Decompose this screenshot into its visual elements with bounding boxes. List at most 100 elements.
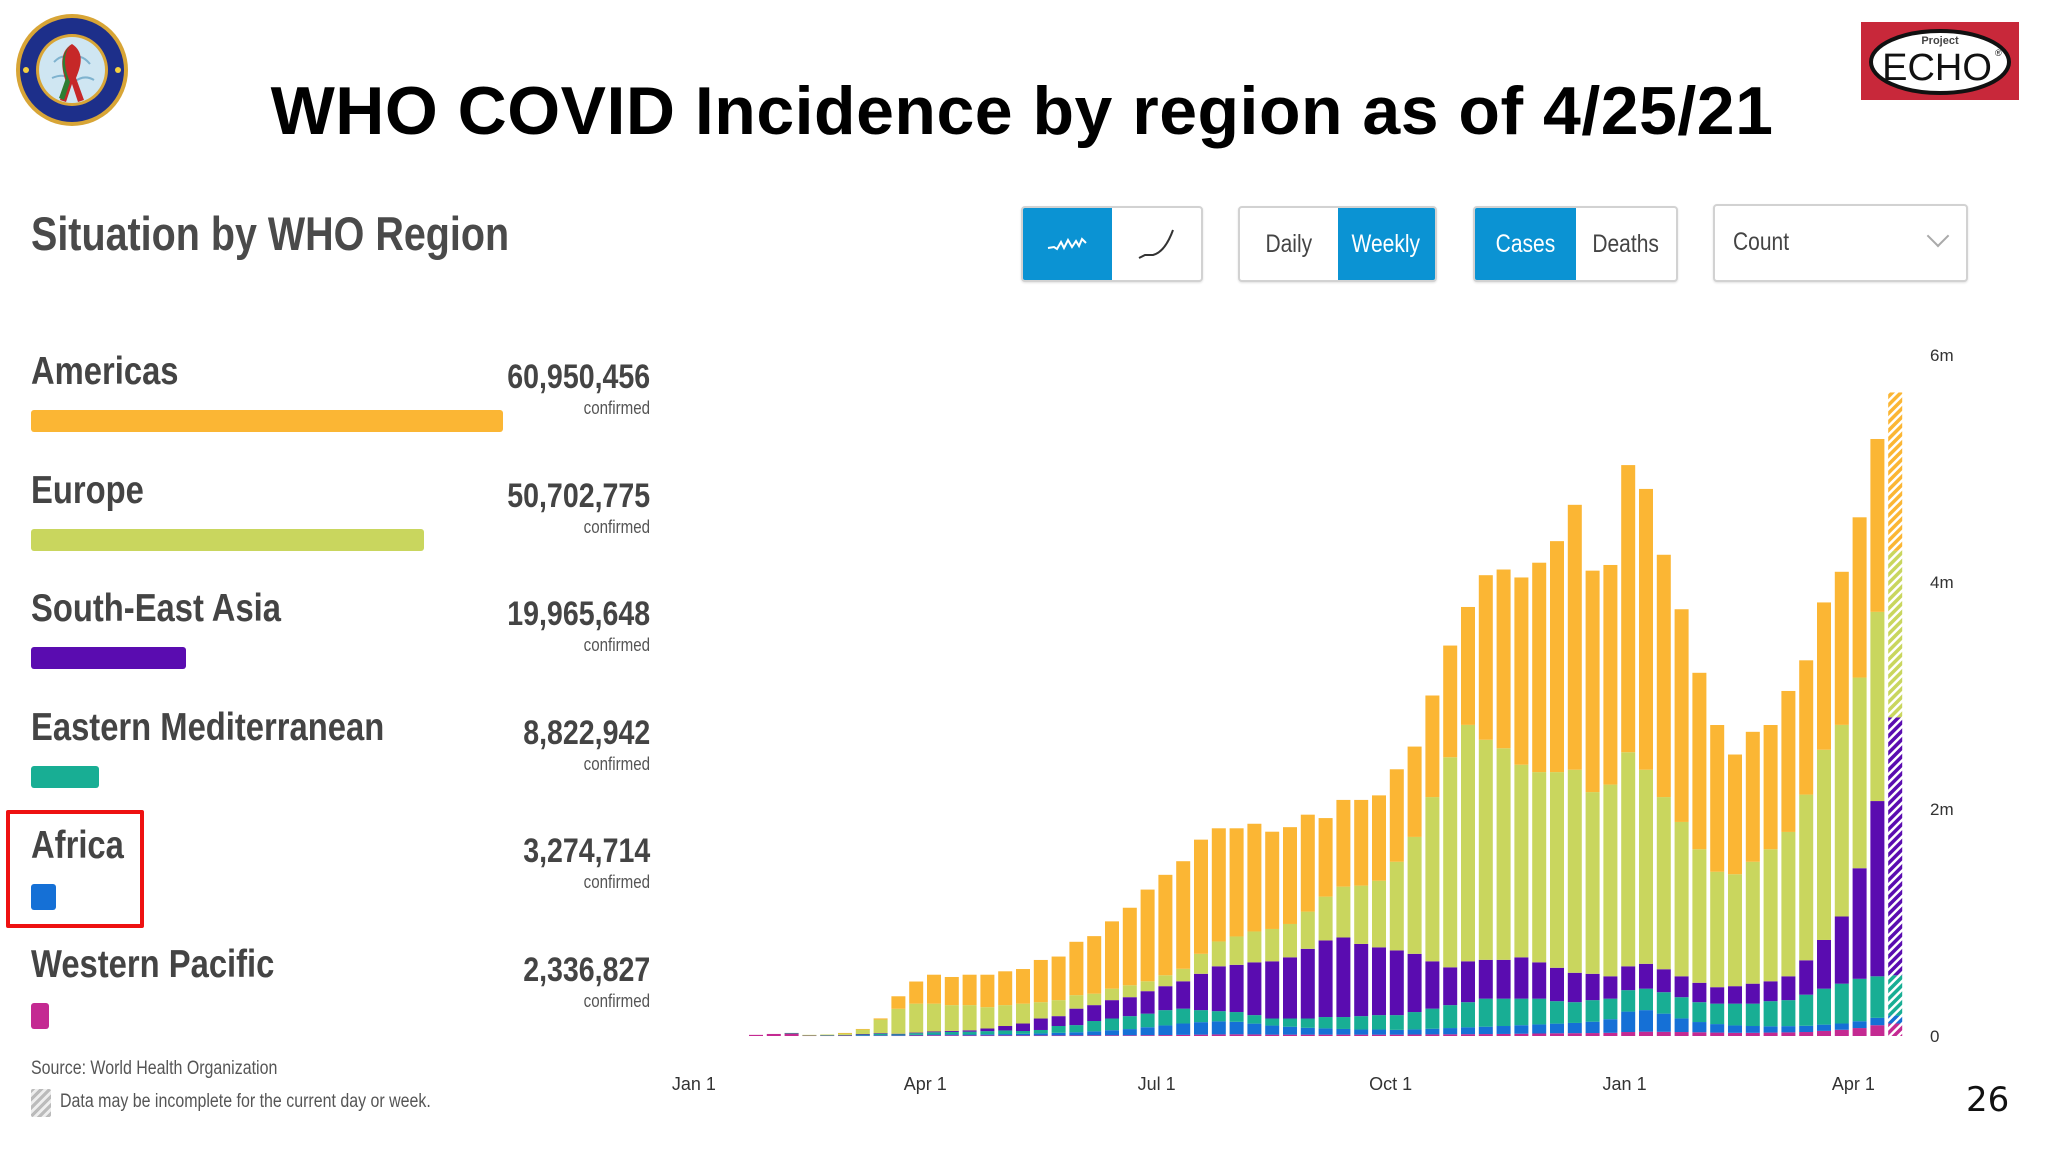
bar-segment-africa[interactable] xyxy=(1852,1021,1867,1029)
bar-segment-south-east-asia[interactable] xyxy=(1603,976,1618,999)
bar-segment-americas[interactable] xyxy=(1211,828,1226,942)
bar-segment-americas[interactable] xyxy=(838,1032,852,1034)
region-row-south-east-asia[interactable]: South-East Asia 19,965,648 confirmed xyxy=(0,587,660,705)
weekly-incidence-mode-button[interactable] xyxy=(1023,208,1112,280)
bar-segment-europe[interactable] xyxy=(855,1029,870,1035)
bar-segment-eastern-mediterranean[interactable] xyxy=(1550,1001,1564,1024)
bar-segment-eastern-mediterranean[interactable] xyxy=(784,1032,799,1034)
bar-segment-south-east-asia[interactable] xyxy=(980,1028,995,1032)
bar-segment-europe[interactable] xyxy=(1194,953,1208,974)
bar-segment-americas[interactable] xyxy=(1354,799,1369,886)
bar-segment-western-pacific[interactable] xyxy=(909,1035,924,1037)
bar-segment-africa[interactable] xyxy=(1318,1028,1333,1035)
bar-segment-americas[interactable] xyxy=(1567,504,1582,770)
bar-segment-western-pacific[interactable] xyxy=(766,1033,781,1036)
bar-segment-americas[interactable] xyxy=(1051,956,1066,1001)
bar-segment-europe[interactable] xyxy=(1478,739,1493,960)
bar-segment-europe[interactable] xyxy=(1870,611,1885,802)
bar-segment-africa[interactable] xyxy=(1194,1022,1208,1035)
bar-segment-south-east-asia[interactable] xyxy=(1372,947,1386,1016)
bar-segment-eastern-mediterranean[interactable] xyxy=(1834,983,1849,1024)
bar-segment-europe[interactable] xyxy=(1639,769,1653,964)
bar-segment-eastern-mediterranean[interactable] xyxy=(820,1035,835,1036)
bar-segment-europe[interactable] xyxy=(944,1005,959,1031)
bar-segment-south-east-asia[interactable] xyxy=(1567,972,1582,1003)
bar-segment-americas[interactable] xyxy=(1603,564,1618,785)
bar-segment-eastern-mediterranean[interactable] xyxy=(1799,994,1814,1026)
bar-segment-americas[interactable] xyxy=(1799,660,1814,795)
bar-segment-south-east-asia[interactable] xyxy=(1105,1000,1119,1019)
bar-segment-eastern-mediterranean[interactable] xyxy=(1745,1003,1760,1027)
bar-segment-africa[interactable] xyxy=(1799,1025,1814,1033)
bar-segment-eastern-mediterranean[interactable] xyxy=(1656,992,1671,1014)
bar-segment-europe[interactable] xyxy=(1176,968,1191,982)
bar-segment-europe[interactable] xyxy=(1603,784,1618,977)
bar-segment-europe[interactable] xyxy=(1300,911,1315,949)
bar-segment-americas[interactable] xyxy=(1247,823,1262,932)
bar-segment-south-east-asia[interactable] xyxy=(1674,976,1689,998)
bar-segment-europe[interactable] xyxy=(1372,880,1386,948)
bar-segment-eastern-mediterranean[interactable] xyxy=(1852,978,1867,1022)
bar-segment-western-pacific[interactable] xyxy=(1122,1035,1137,1036)
bar-segment-eastern-mediterranean[interactable] xyxy=(1318,1017,1333,1029)
bar-segment-americas[interactable] xyxy=(1888,392,1903,551)
bar-segment-western-pacific[interactable] xyxy=(1478,1034,1493,1036)
bar-segment-africa[interactable] xyxy=(1247,1023,1262,1035)
bar-segment-americas[interactable] xyxy=(1176,861,1191,969)
bar-segment-europe[interactable] xyxy=(1105,988,1119,1001)
bar-segment-eastern-mediterranean[interactable] xyxy=(891,1034,906,1036)
bar-segment-africa[interactable] xyxy=(1710,1024,1725,1033)
bar-segment-americas[interactable] xyxy=(909,981,924,1004)
bar-segment-eastern-mediterranean[interactable] xyxy=(1478,998,1493,1027)
bar-segment-europe[interactable] xyxy=(1621,752,1636,967)
bar-segment-western-pacific[interactable] xyxy=(927,1035,941,1036)
bar-segment-europe[interactable] xyxy=(909,1003,924,1033)
bar-segment-western-pacific[interactable] xyxy=(1585,1033,1600,1036)
cases-button[interactable]: Cases xyxy=(1475,208,1576,280)
bar-segment-africa[interactable] xyxy=(1478,1026,1493,1035)
bar-segment-americas[interactable] xyxy=(1514,577,1529,765)
bar-segment-south-east-asia[interactable] xyxy=(1621,966,1636,991)
bar-segment-western-pacific[interactable] xyxy=(1211,1034,1226,1036)
bar-segment-south-east-asia[interactable] xyxy=(1781,976,1796,1001)
bar-segment-western-pacific[interactable] xyxy=(1372,1034,1386,1036)
bar-segment-europe[interactable] xyxy=(1817,749,1831,940)
bar-segment-americas[interactable] xyxy=(1194,839,1208,954)
bar-segment-africa[interactable] xyxy=(1603,1019,1618,1033)
bar-segment-americas[interactable] xyxy=(1265,831,1280,929)
bar-segment-europe[interactable] xyxy=(1852,677,1867,869)
bar-segment-americas[interactable] xyxy=(1105,921,1119,989)
bar-segment-western-pacific[interactable] xyxy=(1158,1035,1173,1036)
bar-segment-eastern-mediterranean[interactable] xyxy=(1496,998,1511,1027)
bar-segment-eastern-mediterranean[interactable] xyxy=(1051,1026,1066,1033)
bar-segment-europe[interactable] xyxy=(1140,981,1155,992)
bar-segment-western-pacific[interactable] xyxy=(1087,1035,1102,1036)
bar-segment-eastern-mediterranean[interactable] xyxy=(1122,1016,1137,1030)
bar-segment-americas[interactable] xyxy=(1069,941,1084,996)
bar-segment-americas[interactable] xyxy=(1781,690,1796,832)
bar-segment-western-pacific[interactable] xyxy=(1781,1032,1796,1036)
bar-segment-europe[interactable] xyxy=(962,1005,977,1031)
bar-segment-africa[interactable] xyxy=(1229,1021,1244,1035)
bar-segment-south-east-asia[interactable] xyxy=(855,1034,870,1035)
bar-segment-africa[interactable] xyxy=(1514,1025,1529,1034)
bar-segment-western-pacific[interactable] xyxy=(1336,1034,1351,1036)
bar-segment-africa[interactable] xyxy=(1656,1013,1671,1032)
bar-segment-western-pacific[interactable] xyxy=(1656,1031,1671,1036)
bar-segment-western-pacific[interactable] xyxy=(1745,1032,1760,1036)
bar-segment-eastern-mediterranean[interactable] xyxy=(944,1031,959,1035)
bar-segment-americas[interactable] xyxy=(1016,969,1030,1004)
bar-segment-africa[interactable] xyxy=(1585,1021,1600,1034)
bar-segment-africa[interactable] xyxy=(1621,1011,1636,1033)
bar-segment-south-east-asia[interactable] xyxy=(1389,950,1404,1016)
bar-segment-africa[interactable] xyxy=(1122,1029,1137,1036)
bar-segment-western-pacific[interactable] xyxy=(1621,1032,1636,1036)
bar-segment-western-pacific[interactable] xyxy=(1567,1033,1582,1036)
bar-segment-africa[interactable] xyxy=(891,1035,906,1036)
bar-segment-europe[interactable] xyxy=(1799,794,1814,961)
bar-segment-eastern-mediterranean[interactable] xyxy=(1407,1012,1422,1030)
bar-segment-western-pacific[interactable] xyxy=(1852,1028,1867,1036)
daily-button[interactable]: Daily xyxy=(1240,208,1338,280)
bar-segment-eastern-mediterranean[interactable] xyxy=(1211,1011,1226,1022)
bar-segment-americas[interactable] xyxy=(1728,754,1742,875)
